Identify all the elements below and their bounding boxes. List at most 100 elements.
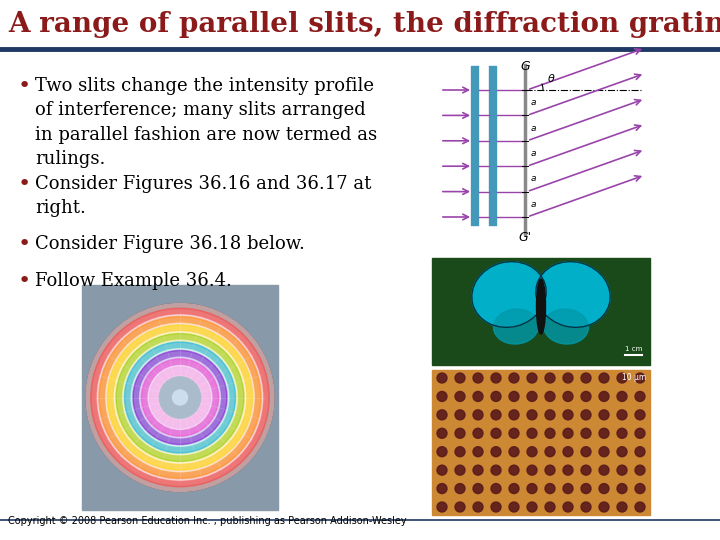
Circle shape xyxy=(599,502,609,512)
Circle shape xyxy=(527,484,537,494)
Circle shape xyxy=(545,484,555,494)
Circle shape xyxy=(159,377,201,418)
Circle shape xyxy=(437,502,447,512)
Circle shape xyxy=(491,410,501,420)
Circle shape xyxy=(509,447,519,457)
Circle shape xyxy=(473,447,483,457)
Circle shape xyxy=(86,303,274,491)
Text: Consider Figures 36.16 and 36.17 at
right.: Consider Figures 36.16 and 36.17 at righ… xyxy=(35,175,372,217)
Circle shape xyxy=(599,484,609,494)
Text: 10 µm: 10 µm xyxy=(622,373,646,382)
Text: a: a xyxy=(531,200,536,209)
Circle shape xyxy=(617,447,627,457)
Circle shape xyxy=(133,350,227,444)
Circle shape xyxy=(527,410,537,420)
Circle shape xyxy=(599,428,609,438)
Circle shape xyxy=(563,392,573,401)
Circle shape xyxy=(509,465,519,475)
Circle shape xyxy=(473,484,483,494)
Circle shape xyxy=(473,392,483,401)
Circle shape xyxy=(99,316,261,478)
Circle shape xyxy=(581,502,591,512)
Text: •: • xyxy=(18,76,31,96)
Bar xyxy=(432,258,650,365)
Text: •: • xyxy=(18,174,31,194)
Circle shape xyxy=(455,465,465,475)
Circle shape xyxy=(635,392,645,401)
Circle shape xyxy=(116,334,244,461)
Circle shape xyxy=(581,410,591,420)
Text: G': G' xyxy=(518,231,531,244)
Circle shape xyxy=(545,502,555,512)
Circle shape xyxy=(581,392,591,401)
Circle shape xyxy=(491,484,501,494)
Circle shape xyxy=(473,428,483,438)
Circle shape xyxy=(509,428,519,438)
Circle shape xyxy=(131,349,229,447)
Text: a: a xyxy=(531,98,536,107)
Circle shape xyxy=(455,428,465,438)
Text: A range of parallel slits, the diffraction grating: A range of parallel slits, the diffracti… xyxy=(8,10,720,37)
Text: •: • xyxy=(18,234,31,254)
Circle shape xyxy=(545,392,555,401)
Circle shape xyxy=(527,502,537,512)
Circle shape xyxy=(599,392,609,401)
Text: •: • xyxy=(18,271,31,291)
Circle shape xyxy=(545,373,555,383)
Circle shape xyxy=(455,373,465,383)
Circle shape xyxy=(527,392,537,401)
Circle shape xyxy=(599,373,609,383)
Circle shape xyxy=(141,359,219,436)
Circle shape xyxy=(455,484,465,494)
Circle shape xyxy=(617,502,627,512)
Circle shape xyxy=(635,502,645,512)
Circle shape xyxy=(581,447,591,457)
Circle shape xyxy=(599,465,609,475)
Circle shape xyxy=(93,310,267,485)
Text: a: a xyxy=(531,149,536,158)
Circle shape xyxy=(455,447,465,457)
Circle shape xyxy=(455,410,465,420)
Circle shape xyxy=(107,325,253,470)
Circle shape xyxy=(99,316,261,478)
Circle shape xyxy=(106,323,254,472)
Circle shape xyxy=(152,369,208,426)
Bar xyxy=(0,0,720,48)
Circle shape xyxy=(617,428,627,438)
Circle shape xyxy=(563,465,573,475)
Circle shape xyxy=(148,366,212,429)
Circle shape xyxy=(581,484,591,494)
Circle shape xyxy=(437,428,447,438)
Circle shape xyxy=(145,363,215,433)
Circle shape xyxy=(473,465,483,475)
Circle shape xyxy=(173,390,187,405)
Circle shape xyxy=(491,502,501,512)
Circle shape xyxy=(106,323,254,472)
Circle shape xyxy=(617,373,627,383)
Bar xyxy=(435,55,650,250)
Circle shape xyxy=(491,447,501,457)
Circle shape xyxy=(86,303,274,491)
Circle shape xyxy=(473,373,483,383)
Circle shape xyxy=(527,428,537,438)
Circle shape xyxy=(455,392,465,401)
Circle shape xyxy=(491,392,501,401)
Circle shape xyxy=(473,502,483,512)
Text: Consider Figure 36.18 below.: Consider Figure 36.18 below. xyxy=(35,235,305,253)
Circle shape xyxy=(158,376,202,419)
Circle shape xyxy=(599,410,609,420)
Circle shape xyxy=(563,502,573,512)
Circle shape xyxy=(581,428,591,438)
Circle shape xyxy=(581,465,591,475)
Circle shape xyxy=(114,332,246,463)
Text: 1 cm: 1 cm xyxy=(625,346,643,352)
Circle shape xyxy=(455,502,465,512)
Circle shape xyxy=(473,410,483,420)
Circle shape xyxy=(112,330,248,465)
Circle shape xyxy=(635,410,645,420)
Circle shape xyxy=(563,447,573,457)
Circle shape xyxy=(437,373,447,383)
Text: Two slits change the intensity profile
of interference; many slits arranged
in p: Two slits change the intensity profile o… xyxy=(35,77,377,168)
Circle shape xyxy=(139,356,221,439)
Circle shape xyxy=(437,392,447,401)
